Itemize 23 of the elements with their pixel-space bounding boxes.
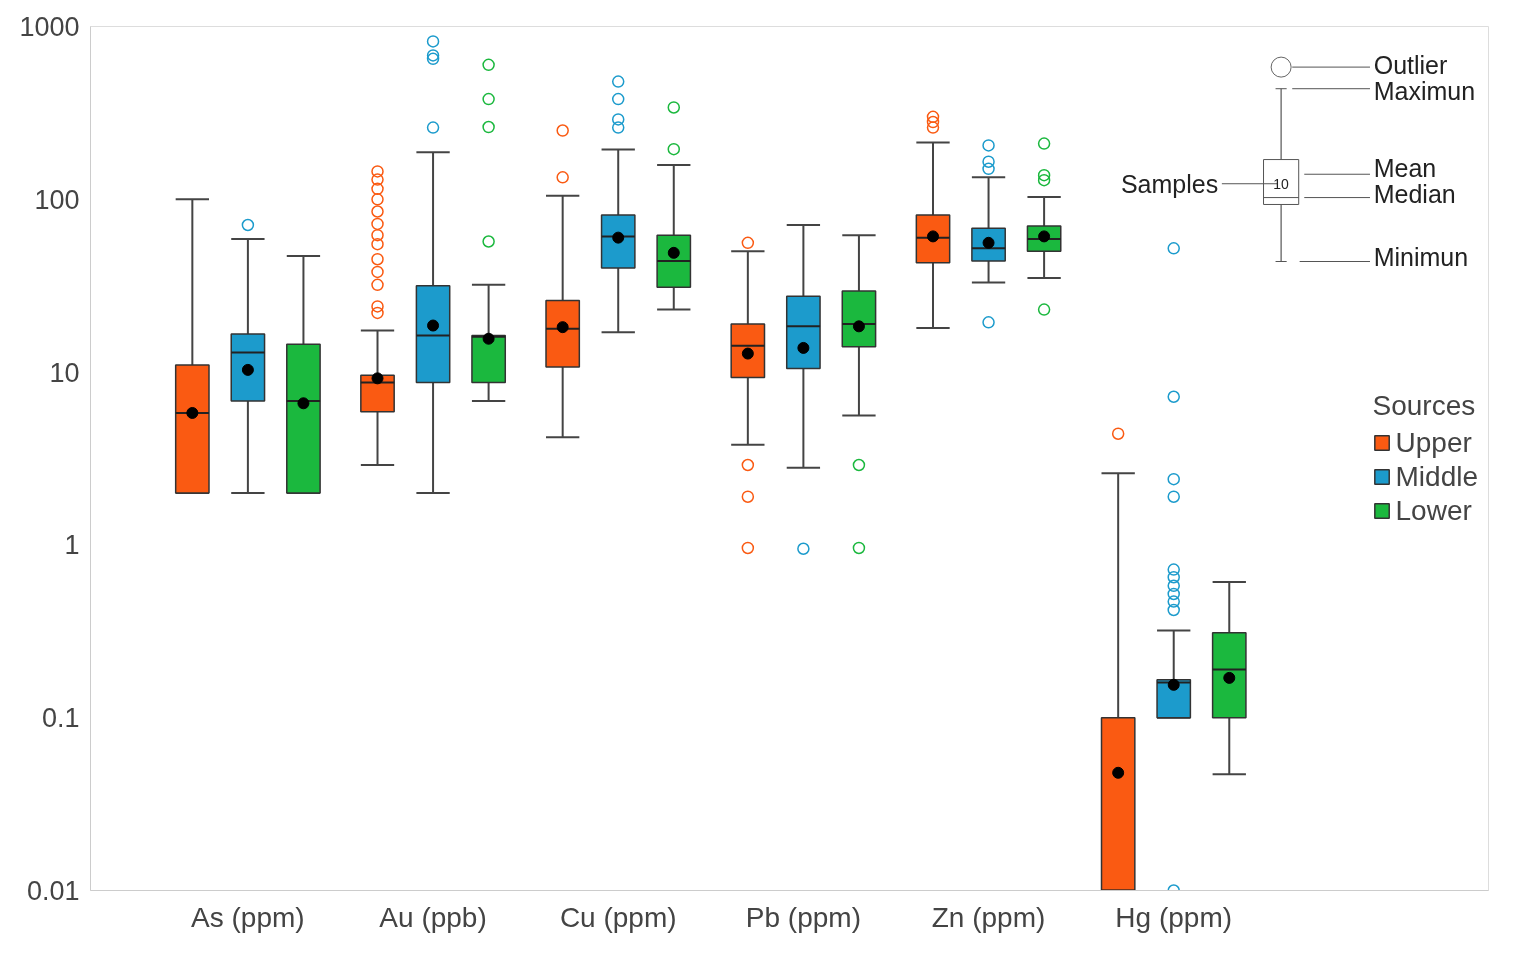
text: Minimun — [1373, 243, 1469, 272]
y-tick-label: 100 — [34, 184, 80, 215]
x-tick-label: Hg (ppm) — [1115, 901, 1233, 933]
x-tick-label: Pb (ppm) — [745, 901, 861, 933]
y-tick-label: 10 — [49, 357, 80, 388]
legend-label: Upper — [1395, 426, 1472, 459]
legend-title: Sources — [1372, 389, 1477, 422]
x-tick-label: As (ppm) — [191, 901, 305, 933]
text: Maximun — [1373, 77, 1476, 106]
x-tick-label: Au (ppb) — [379, 901, 487, 933]
text: Median — [1373, 180, 1456, 209]
x-tick-label: Zn (ppm) — [931, 901, 1046, 933]
y-tick-label: 0.01 — [26, 876, 80, 906]
text: 10 — [1273, 175, 1290, 192]
x-tick-label: Cu (ppm) — [559, 901, 677, 933]
text: Outlier — [1373, 51, 1448, 80]
annotation: Samples — [1120, 169, 1219, 198]
legend-label: Lower — [1395, 494, 1472, 527]
text: Mean — [1373, 154, 1437, 183]
y-tick-label: 1000 — [19, 12, 80, 42]
legend-label: Middle — [1395, 460, 1478, 493]
y-tick-label: 0.1 — [41, 703, 80, 734]
y-tick-label: 1 — [64, 530, 80, 561]
